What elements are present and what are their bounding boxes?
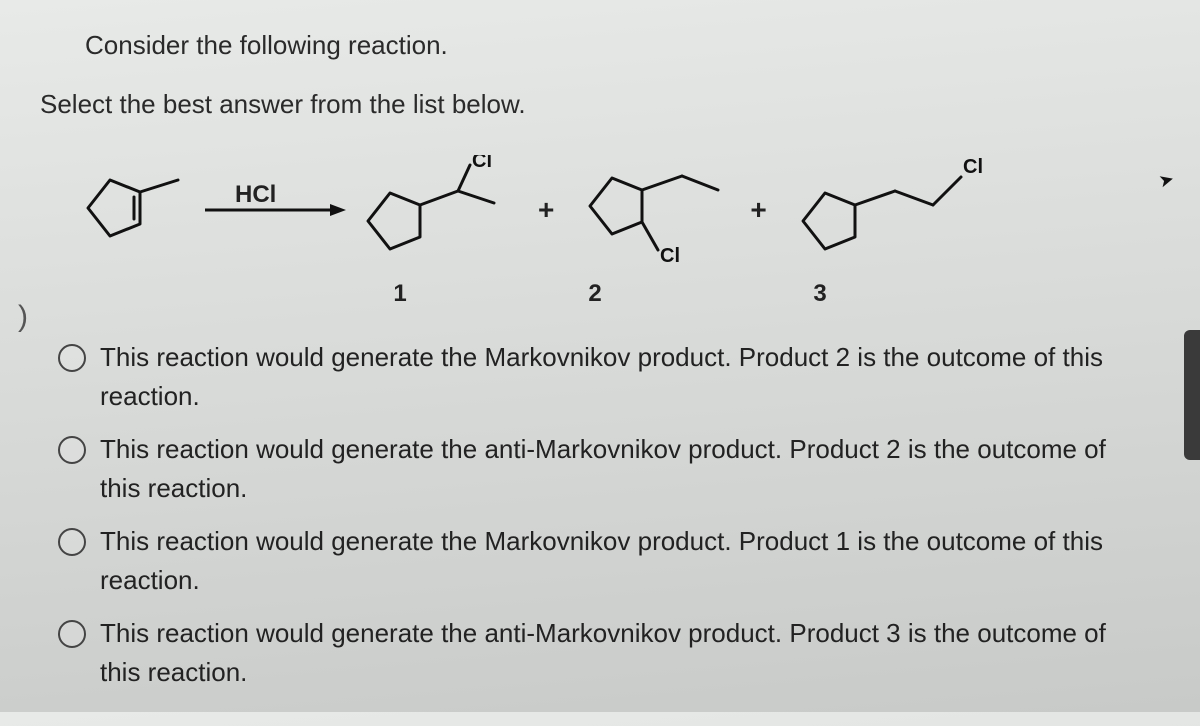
plus-sign-2: + <box>750 194 766 226</box>
option-d[interactable]: This reaction would generate the anti-Ma… <box>58 614 1170 692</box>
cl-label: Cl <box>963 156 983 178</box>
option-a[interactable]: This reaction would generate the Markovn… <box>58 338 1170 416</box>
radio-icon[interactable] <box>58 620 86 648</box>
product-1-structure: Cl <box>350 155 520 265</box>
prompt-line-2: Select the best answer from the list bel… <box>40 89 1170 120</box>
question-page: Consider the following reaction. Select … <box>0 0 1200 726</box>
product-2-structure: Cl <box>572 150 732 270</box>
option-text: This reaction would generate the anti-Ma… <box>100 430 1140 508</box>
radio-icon[interactable] <box>58 436 86 464</box>
option-text: This reaction would generate the anti-Ma… <box>100 614 1140 692</box>
reagent-label: HCl <box>235 181 276 209</box>
option-b[interactable]: This reaction would generate the anti-Ma… <box>58 430 1170 508</box>
product-number-1: 1 <box>320 280 480 308</box>
product-number-row: 1 2 3 <box>30 280 1170 308</box>
product-number-3: 3 <box>710 280 930 308</box>
side-tab[interactable] <box>1184 330 1200 460</box>
reaction-scheme: HCl Cl + <box>70 150 1170 270</box>
radio-icon[interactable] <box>58 528 86 556</box>
product-number-2: 2 <box>480 280 710 308</box>
option-text: This reaction would generate the Markovn… <box>100 522 1140 600</box>
cl-label: Cl <box>472 155 492 172</box>
cl-label: Cl <box>660 245 680 267</box>
option-c[interactable]: This reaction would generate the Markovn… <box>58 522 1170 600</box>
radio-icon[interactable] <box>58 344 86 372</box>
prompt-line-1: Consider the following reaction. <box>85 30 1170 61</box>
stray-paren: ) <box>18 300 28 334</box>
reaction-arrow-zone: HCl <box>200 195 350 225</box>
reactant-structure <box>70 160 200 260</box>
product-3-structure: Cl <box>785 155 985 265</box>
answer-options: This reaction would generate the Markovn… <box>58 338 1170 692</box>
option-text: This reaction would generate the Markovn… <box>100 338 1140 416</box>
plus-sign-1: + <box>538 194 554 226</box>
